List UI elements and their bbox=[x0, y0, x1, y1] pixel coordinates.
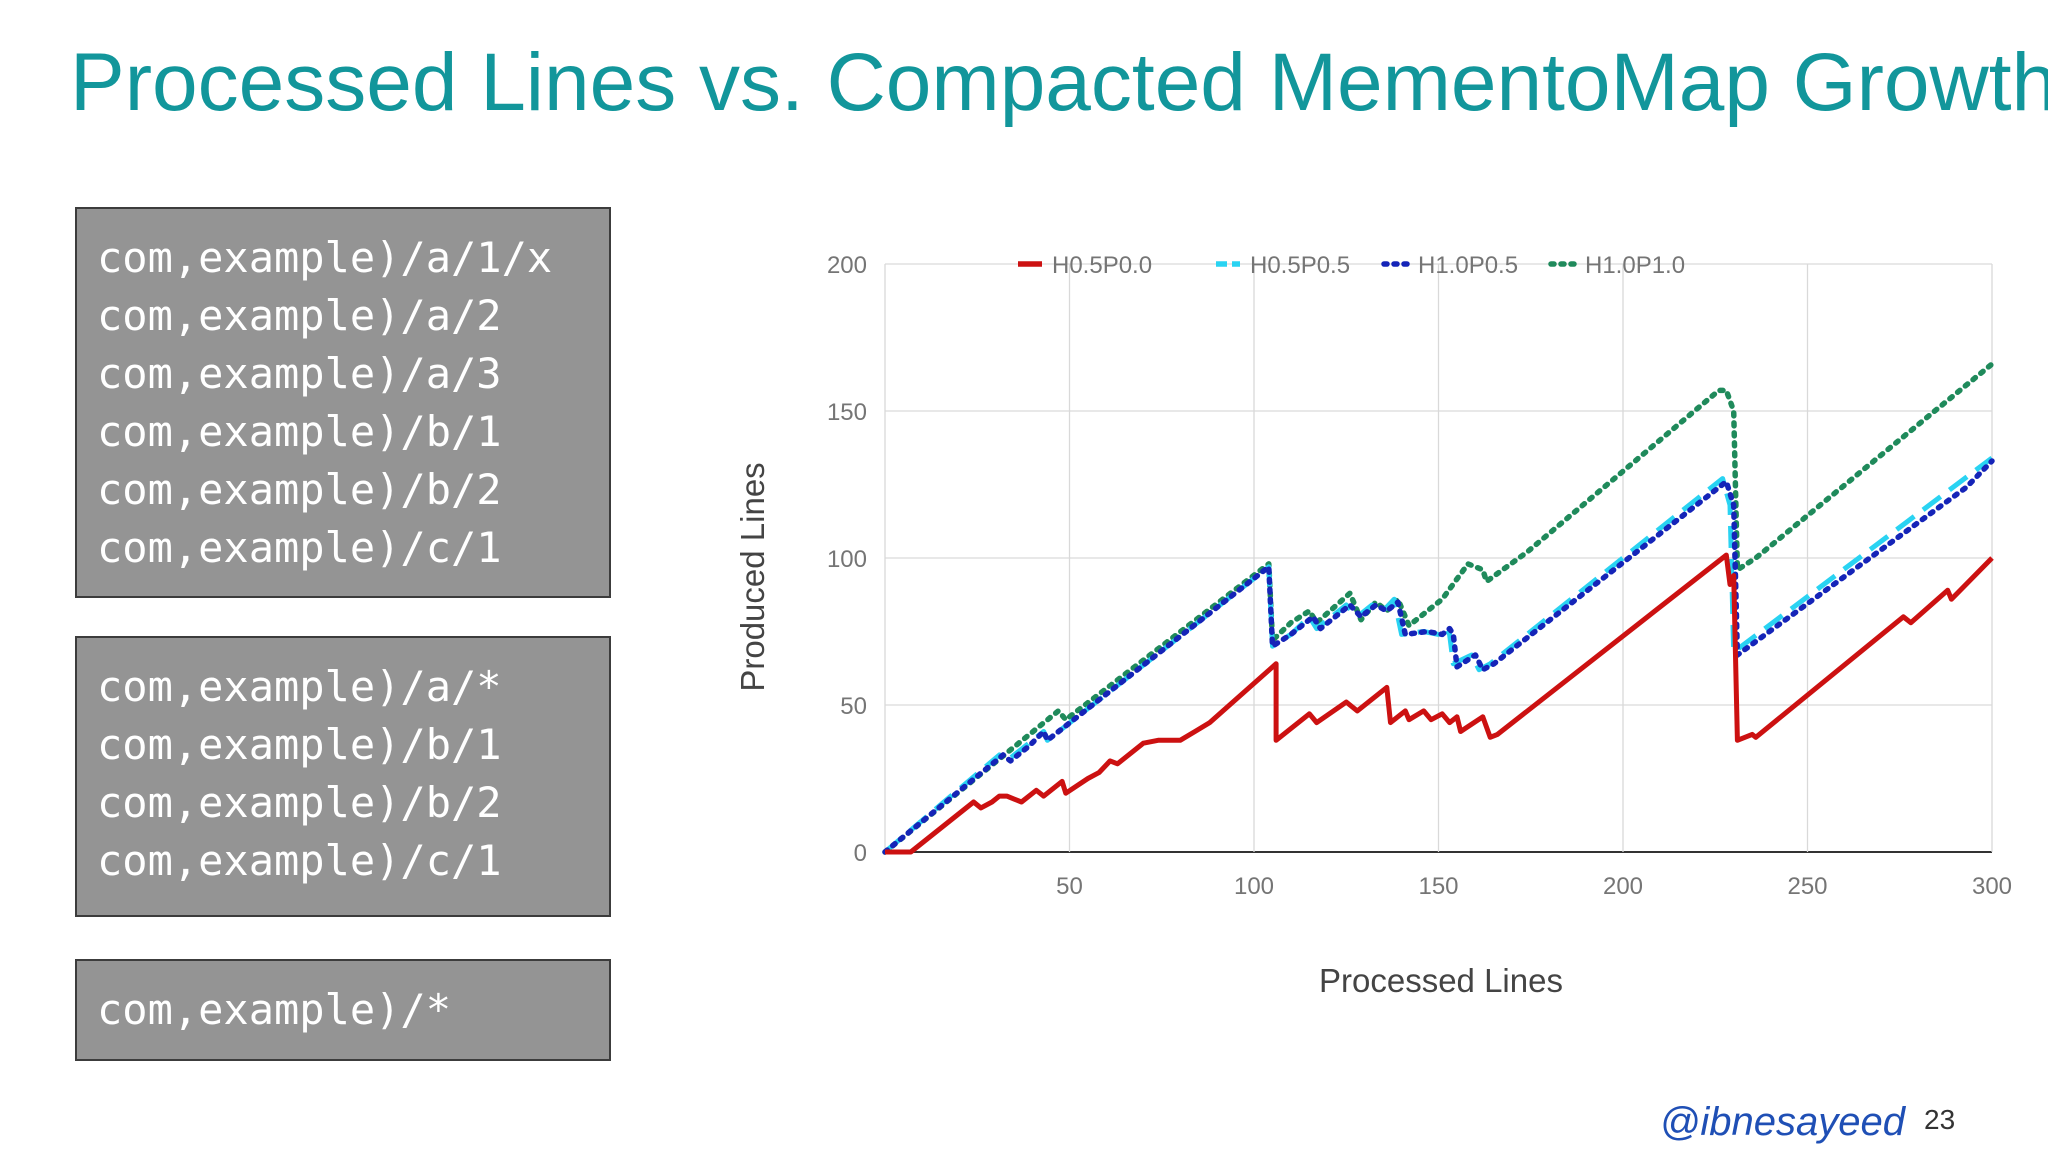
twitter-handle: @ibnesayeed bbox=[1659, 1100, 1905, 1144]
code-line: com,example)/b/2 bbox=[97, 465, 502, 514]
series-line-h1-0p0-5 bbox=[882, 458, 1995, 855]
x-tick-label: 100 bbox=[1234, 873, 1274, 900]
y-tick-label: 100 bbox=[827, 546, 867, 573]
code-line: com,example)/* bbox=[97, 985, 452, 1034]
legend-label: H0.5P0.0 bbox=[1052, 252, 1152, 279]
code-line: com,example)/c/1 bbox=[97, 836, 502, 885]
legend-label: H1.0P0.5 bbox=[1418, 252, 1518, 279]
x-tick-label: 300 bbox=[1972, 873, 2012, 900]
x-axis-label: Processed Lines bbox=[1319, 962, 1563, 999]
code-line: com,example)/b/1 bbox=[97, 407, 502, 456]
x-tick-label: 50 bbox=[1056, 873, 1083, 900]
code-line: com,example)/a/3 bbox=[97, 349, 502, 398]
series-line-h1-0p1-0 bbox=[882, 361, 1995, 855]
y-axis-label: Produced Lines bbox=[734, 462, 771, 691]
chart-legend: H0.5P0.0 H0.5P0.5 H1.0P0.5 H1.0P1.0 bbox=[1018, 252, 1685, 279]
code-block-compacted: com,example)/a/* com,example)/b/1 com,ex… bbox=[75, 636, 611, 917]
y-tick-label: 150 bbox=[827, 399, 867, 426]
x-tick-label: 250 bbox=[1787, 873, 1827, 900]
legend-label: H0.5P0.5 bbox=[1250, 252, 1350, 279]
code-line: com,example)/c/1 bbox=[97, 523, 502, 572]
code-block-fully-compacted: com,example)/* bbox=[75, 959, 611, 1061]
code-line: com,example)/a/1/x bbox=[97, 233, 553, 282]
legend-label: H1.0P1.0 bbox=[1585, 252, 1685, 279]
chart-grid bbox=[884, 263, 1993, 853]
chart-ticks: 0 50 100 150 200 50 100 150 200 250 300 bbox=[827, 252, 2012, 900]
y-tick-label: 200 bbox=[827, 252, 867, 279]
code-block-original: com,example)/a/1/x com,example)/a/2 com,… bbox=[75, 207, 611, 598]
x-tick-label: 150 bbox=[1418, 873, 1458, 900]
slide-title: Processed Lines vs. Compacted MementoMap… bbox=[70, 37, 2048, 128]
y-tick-label: 50 bbox=[840, 693, 867, 720]
code-line: com,example)/b/1 bbox=[97, 720, 502, 769]
code-line: com,example)/a/* bbox=[97, 662, 502, 711]
chart-series bbox=[882, 361, 1995, 855]
series-line-h0-5p0-0 bbox=[885, 552, 1994, 855]
code-line: com,example)/a/2 bbox=[97, 291, 502, 340]
y-tick-label: 0 bbox=[854, 840, 867, 867]
x-tick-label: 200 bbox=[1603, 873, 1643, 900]
code-line: com,example)/b/2 bbox=[97, 778, 502, 827]
page-number: 23 bbox=[1924, 1104, 1956, 1135]
